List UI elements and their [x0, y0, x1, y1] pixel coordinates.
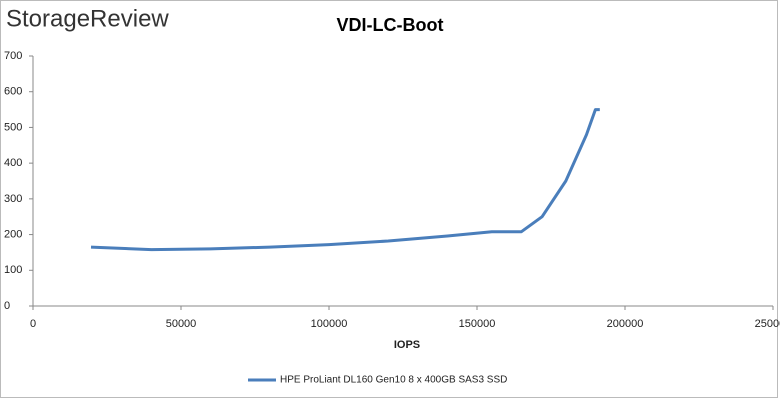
- y-tick-label: 700: [4, 50, 22, 62]
- x-tick-label: 250000: [755, 318, 780, 330]
- x-tick-label: 0: [30, 318, 36, 330]
- y-tick-label: 300: [4, 193, 22, 205]
- x-tick-label: 100000: [311, 318, 348, 330]
- brand-logo: StorageReview: [6, 5, 169, 32]
- x-axis-label: IOPS: [394, 339, 420, 351]
- x-tick-label: 150000: [459, 318, 496, 330]
- x-tick-label: 50000: [166, 318, 197, 330]
- series-line: [90, 108, 600, 252]
- legend-label: HPE ProLiant DL160 Gen10 8 x 400GB SAS3 …: [280, 375, 507, 386]
- chart-title: VDI-LC-Boot: [337, 15, 444, 35]
- y-tick-label: 600: [4, 86, 22, 98]
- y-tick-label: 100: [4, 264, 22, 276]
- y-tick-label: 500: [4, 121, 22, 133]
- x-tick-label: 200000: [607, 318, 644, 330]
- y-tick-label: 0: [4, 300, 10, 312]
- y-tick-label: 200: [4, 228, 22, 240]
- y-tick-label: 400: [4, 157, 22, 169]
